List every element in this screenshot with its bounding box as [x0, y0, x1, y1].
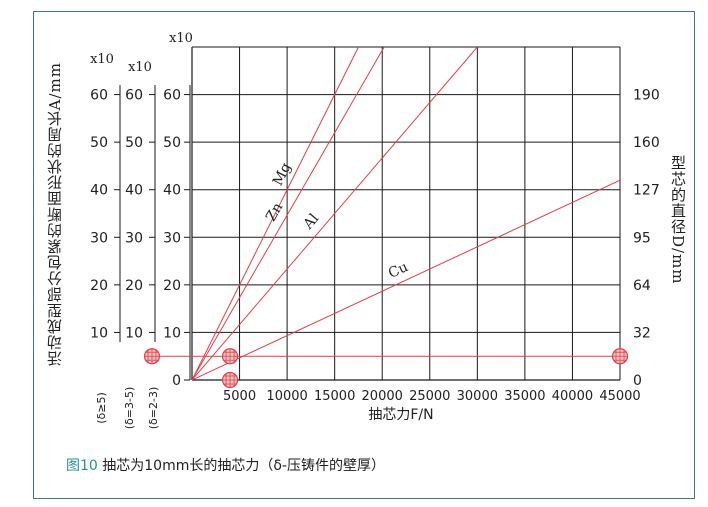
series-line-mg: [192, 47, 359, 380]
series-label: Mg: [270, 160, 295, 188]
x-axis-label: 抽芯力F/N: [368, 407, 433, 423]
series-line-al: [192, 47, 478, 380]
y-tick-label: 30: [90, 230, 108, 246]
figure-caption: 图10 抽芯为10mm长的抽芯力（δ-压铸件的壁厚）: [66, 455, 385, 475]
series-label: Cu: [386, 259, 411, 282]
y-tick-label: 60: [163, 88, 181, 104]
x-tick-label: 5000: [223, 389, 256, 404]
y-axis-multiplier: x10: [128, 60, 152, 75]
y-tick-label: 10: [163, 325, 181, 341]
series-label: Al: [300, 210, 323, 233]
y-tick-label: 50: [125, 135, 143, 151]
y-axis-label-left: 活动成型部分包紧的断面形状的周长A/mm: [46, 62, 64, 367]
right-y-tick-label: 0: [633, 373, 642, 389]
right-y-tick-label: 160: [633, 135, 660, 151]
y-tick-label: 10: [125, 325, 143, 341]
right-y-tick-label: 127: [633, 183, 660, 199]
y-axis-condition-label: (δ≥5): [95, 392, 108, 424]
y-tick-label: 50: [90, 135, 108, 151]
x-tick-label: 25000: [409, 389, 450, 404]
x-tick-label: 20000: [362, 389, 403, 404]
y-axis-multiplier: x10: [90, 52, 114, 67]
y-tick-label: 20: [90, 278, 108, 294]
y-tick-label: 40: [90, 183, 108, 199]
y-tick-label: 60: [125, 88, 143, 104]
right-y-tick-label: 95: [633, 230, 651, 246]
y-axis-multiplier: x10: [169, 31, 193, 46]
marker: [221, 348, 239, 365]
series-line-zn: [192, 47, 385, 380]
y-axis-condition-label: (δ=2-3): [147, 387, 160, 430]
x-tick-label: 35000: [504, 389, 545, 404]
figure-frame: [33, 11, 695, 499]
y-tick-label: 40: [125, 183, 143, 199]
y-axis-label-right: 型芯的直径D/mm: [669, 155, 687, 285]
y-tick-label: 10: [90, 325, 108, 341]
y-tick-label: 20: [125, 278, 143, 294]
x-tick-label: 10000: [266, 389, 307, 404]
x-tick-label: 15000: [314, 389, 355, 404]
right-y-tick-label: 32: [633, 325, 651, 341]
marker: [221, 371, 239, 389]
x-tick-label: 40000: [552, 389, 593, 404]
y-tick-label: 30: [163, 230, 181, 246]
right-y-tick-label: 190: [633, 88, 660, 104]
series-label: Zn: [263, 200, 286, 224]
marker: [143, 348, 161, 365]
figure-number: 图10: [66, 458, 98, 474]
y-tick-label: 40: [163, 183, 181, 199]
y-axis-condition-label: (δ=3-5): [123, 387, 136, 430]
marker: [611, 348, 629, 365]
caption-text: 抽芯为10mm长的抽芯力（δ-压铸件的壁厚）: [97, 458, 385, 474]
x-tick-label: 30000: [457, 389, 498, 404]
right-y-tick-label: 64: [633, 278, 651, 294]
series-line-cu: [192, 179, 620, 380]
y-tick-label: 20: [163, 278, 181, 294]
y-tick-label: 0: [172, 373, 181, 389]
x-tick-label: 45000: [599, 389, 640, 404]
y-tick-label: 50: [163, 135, 181, 151]
y-tick-label: 60: [90, 88, 108, 104]
y-tick-label: 30: [125, 230, 143, 246]
